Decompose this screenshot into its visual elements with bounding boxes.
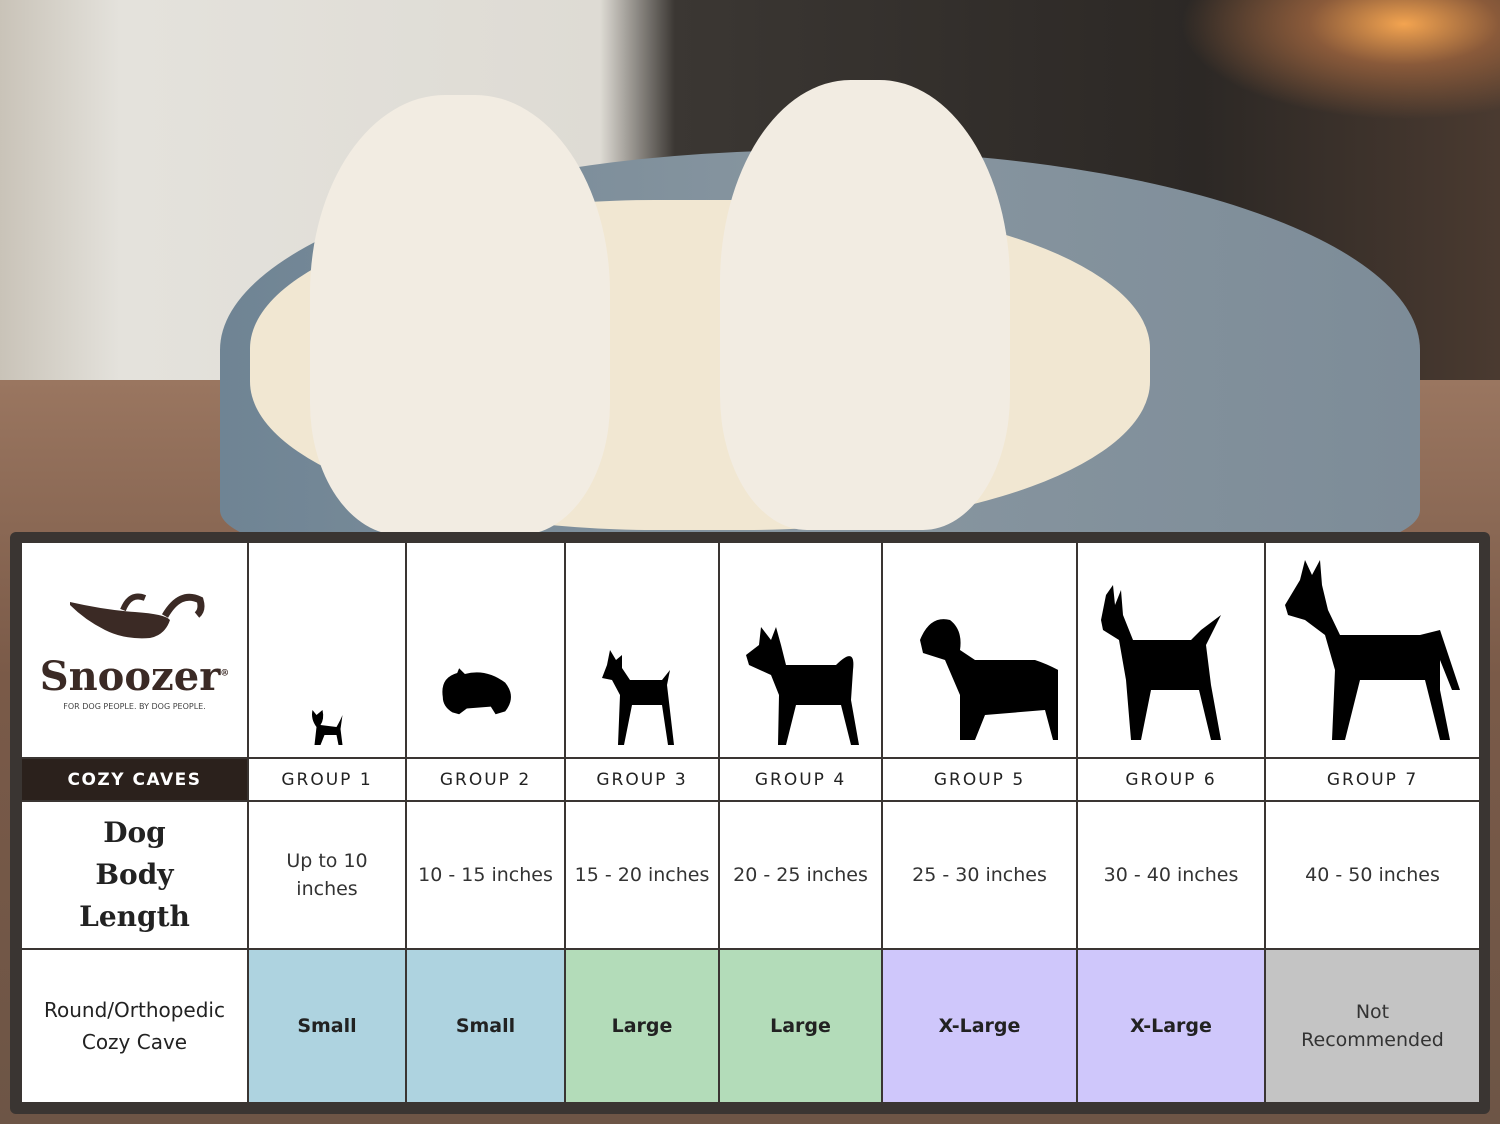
bed-size-value: X-Large (938, 1015, 1021, 1037)
great-dane-silhouette-icon (1285, 560, 1460, 740)
body-length-cell: 10 - 15 inches (407, 802, 564, 948)
bed-size-cell: X-Large (1078, 950, 1264, 1102)
bed-size-cell: X-Large (883, 950, 1076, 1102)
body-length-cell: Up to 10 inches (249, 802, 405, 948)
dog-silhouette-cell (1266, 543, 1479, 757)
group-label: GROUP 1 (281, 769, 373, 790)
dog-silhouette-cell (1078, 543, 1264, 757)
sleeping-dog-logo-icon (69, 593, 204, 638)
row-label-bed: Round/Orthopedic Cozy Cave (22, 950, 247, 1102)
golden-retriever-silhouette-icon (919, 619, 1058, 740)
group-label: GROUP 7 (1326, 769, 1419, 790)
body-length-cell: 30 - 40 inches (1078, 802, 1264, 948)
dog-silhouette-cell (720, 543, 881, 757)
row-label-length: Dog Body Length (22, 802, 247, 948)
dog-right (720, 80, 1010, 530)
dog-left (310, 95, 610, 535)
bed-size-value: Large (770, 1015, 831, 1037)
group-label: GROUP 2 (439, 769, 532, 790)
bed-size-value: X-Large (1130, 1015, 1212, 1037)
bed-size-value: Large (611, 1015, 673, 1037)
group-label: GROUP 6 (1125, 769, 1217, 790)
body-length-value: 40 - 50 inches (1305, 864, 1440, 886)
group-header: GROUP 7 (1266, 759, 1479, 800)
body-length-value: 20 - 25 inches (733, 864, 868, 886)
body-length-value: 25 - 30 inches (912, 864, 1047, 886)
registered-mark: ® (220, 668, 230, 679)
dog-silhouette-cell (566, 543, 718, 757)
pomeranian-silhouette-icon (441, 668, 511, 715)
product-label-text: COZY CAVES (67, 769, 202, 790)
product-label: COZY CAVES (22, 759, 247, 800)
bed-size-value: Small (455, 1015, 516, 1037)
boston-terrier-silhouette-icon (602, 650, 674, 745)
bed-size-cell: Not Recommended (1266, 950, 1479, 1102)
group-header: GROUP 2 (407, 759, 564, 800)
group-header: GROUP 4 (720, 759, 881, 800)
bed-size-value: Small (297, 1015, 357, 1037)
body-length-value: Up to 10 inches (286, 850, 368, 900)
row-label-length-text: Dog Body Length (79, 816, 190, 933)
row-label-bed-text: Round/Orthopedic Cozy Cave (44, 998, 225, 1054)
bed-size-cell: Small (407, 950, 564, 1102)
brand-tagline: FOR DOG PEOPLE. BY DOG PEOPLE. (63, 701, 206, 711)
body-length-value: 10 - 15 inches (418, 864, 553, 886)
chihuahua-silhouette-icon (312, 710, 343, 745)
bed-size-value: Not Recommended (1301, 1001, 1444, 1051)
fireplace (1180, 0, 1500, 120)
dog-silhouette-cell (883, 543, 1076, 757)
group-label: GROUP 3 (596, 769, 688, 790)
bed-size-cell: Large (566, 950, 718, 1102)
doberman-silhouette-icon (1101, 585, 1221, 740)
group-header: GROUP 6 (1078, 759, 1264, 800)
group-header: GROUP 3 (566, 759, 718, 800)
group-header: GROUP 1 (249, 759, 405, 800)
body-length-cell: 40 - 50 inches (1266, 802, 1479, 948)
brand-name: Snoozer® (39, 652, 230, 700)
body-length-value: 30 - 40 inches (1103, 864, 1239, 886)
bed-size-cell: Small (249, 950, 405, 1102)
body-length-value: 15 - 20 inches (574, 864, 710, 886)
dog-silhouette-cell (407, 543, 564, 757)
shiba-silhouette-icon (745, 627, 859, 745)
size-chart: Snoozer® FOR DOG PEOPLE. BY DOG PEOPLE. CO… (10, 532, 1490, 1114)
dog-silhouette-cell (249, 543, 405, 757)
group-header: GROUP 5 (883, 759, 1076, 800)
bed-size-cell: Large (720, 950, 881, 1102)
group-label: GROUP 4 (754, 769, 847, 790)
brand-logo: Snoozer® FOR DOG PEOPLE. BY DOG PEOPLE. (22, 543, 247, 757)
body-length-cell: 25 - 30 inches (883, 802, 1076, 948)
group-label: GROUP 5 (933, 769, 1026, 790)
body-length-cell: 20 - 25 inches (720, 802, 881, 948)
body-length-cell: 15 - 20 inches (566, 802, 718, 948)
